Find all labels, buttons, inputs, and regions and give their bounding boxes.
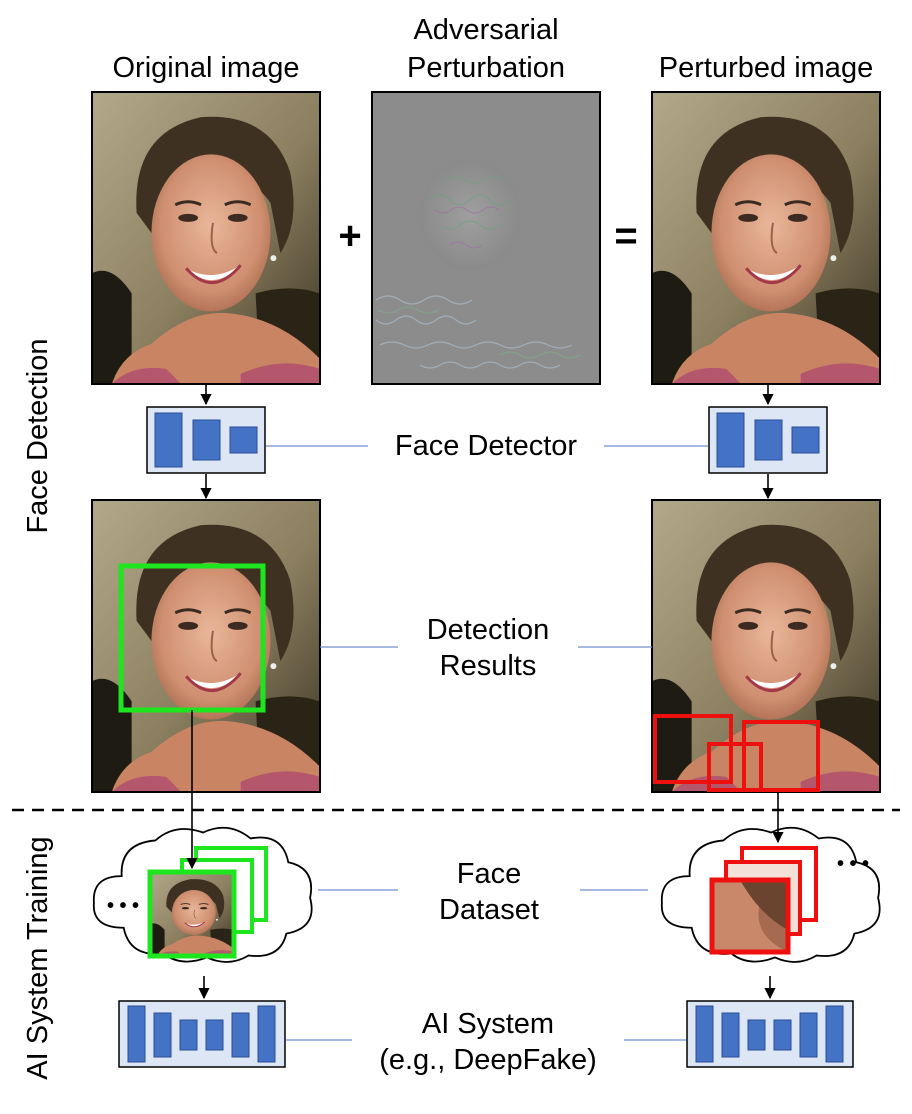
detection-result-perturbed bbox=[651, 499, 881, 793]
label-dataset-line2: Dataset bbox=[439, 894, 539, 926]
ellipsis-right: • • • bbox=[836, 853, 870, 875]
section-label-ai-training: AI System Training bbox=[22, 836, 54, 1080]
original-image bbox=[91, 91, 321, 385]
detection-result-original bbox=[91, 499, 321, 793]
ellipsis-left: • • • bbox=[106, 895, 140, 917]
label-face-detector: Face Detector bbox=[394, 430, 578, 462]
adversarial-perturbation-image bbox=[371, 91, 601, 385]
face-detector-left bbox=[146, 406, 266, 474]
label-perturbed-image: Perturbed image bbox=[658, 52, 874, 84]
detection-box-red-1 bbox=[653, 714, 733, 784]
label-dataset-line1: Face bbox=[456, 858, 522, 890]
plus-sign: + bbox=[338, 214, 362, 258]
ai-system-left bbox=[118, 1000, 286, 1068]
label-ai-system-line1: AI System bbox=[421, 1008, 555, 1040]
face-dataset-cloud-left bbox=[92, 826, 313, 963]
detection-box-red-2 bbox=[707, 742, 763, 792]
ai-system-right bbox=[686, 1000, 854, 1068]
equals-sign: = bbox=[614, 214, 638, 258]
label-adversarial-line1: Adversarial bbox=[413, 14, 559, 46]
label-ai-system-line2: (e.g., DeepFake) bbox=[379, 1044, 597, 1076]
face-detector-right bbox=[708, 406, 828, 474]
face-dataset-cloud-right bbox=[660, 826, 881, 963]
label-adversarial-line2: Perturbation bbox=[407, 52, 565, 84]
label-original-image: Original image bbox=[112, 52, 300, 84]
label-detection-line2: Results bbox=[439, 650, 537, 682]
perturbed-image bbox=[651, 91, 881, 385]
detection-box-red-3 bbox=[742, 720, 820, 792]
section-label-face-detection: Face Detection bbox=[22, 338, 54, 534]
label-detection-line1: Detection bbox=[426, 614, 550, 646]
